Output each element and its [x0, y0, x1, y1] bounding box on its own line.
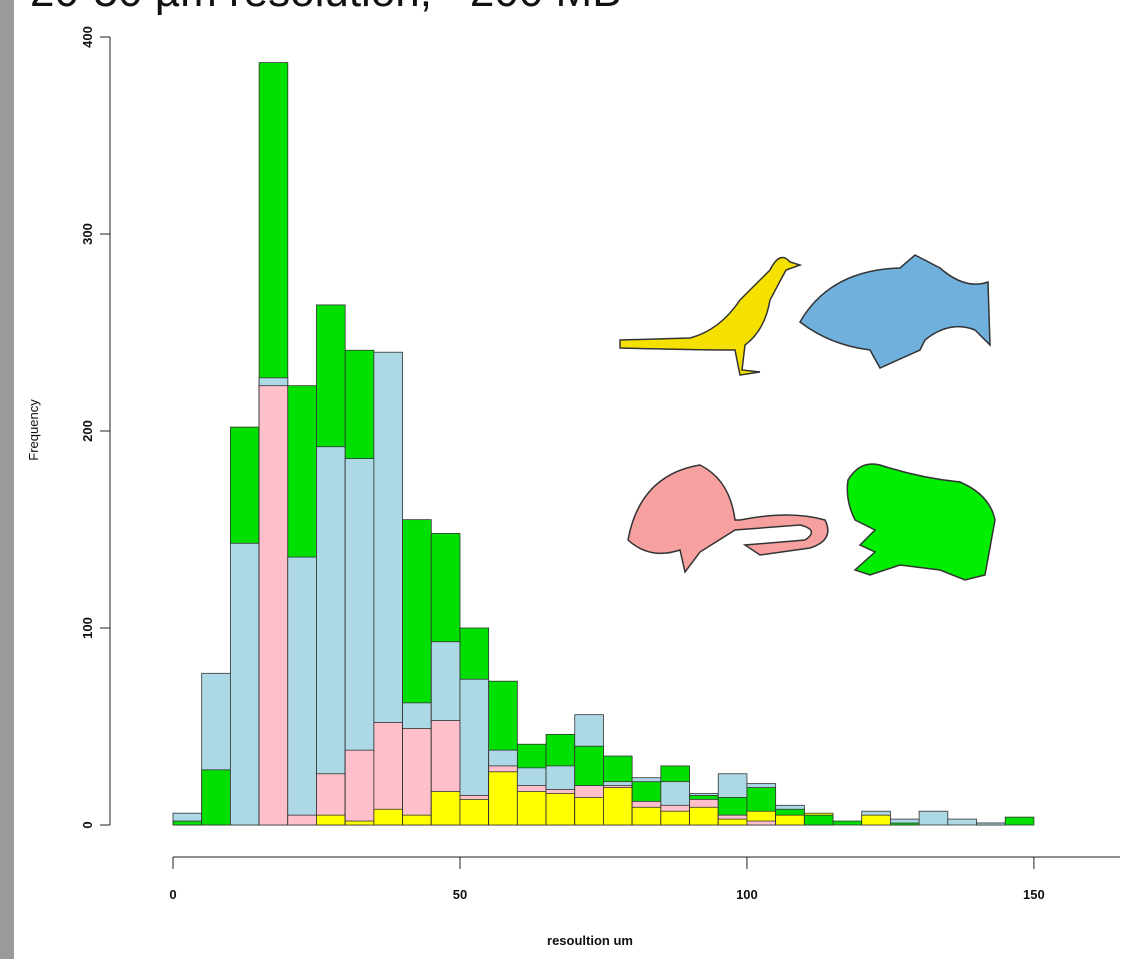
bar: [947, 818, 977, 826]
bar: [660, 810, 690, 826]
bar: [516, 791, 547, 826]
bar: [287, 814, 317, 826]
bar: [258, 385, 289, 826]
bar: [430, 791, 461, 826]
x-axis-label: resoultion um: [547, 933, 633, 948]
bar: [201, 769, 231, 826]
bar: [746, 820, 777, 826]
bar: [861, 814, 891, 826]
bar: [402, 728, 432, 826]
bar: [976, 822, 1006, 826]
bird-icon: [619, 256, 803, 376]
bar: [832, 820, 863, 826]
bar: [344, 820, 375, 826]
bar: [402, 814, 432, 826]
bar: [229, 542, 260, 826]
bar: [574, 797, 604, 826]
x-tick-label: 50: [453, 887, 467, 902]
fish-icon: [799, 254, 991, 369]
mouse-icon: [627, 464, 829, 574]
bar: [890, 822, 920, 826]
bars: [172, 62, 1035, 826]
x-tick-label: 0: [169, 887, 176, 902]
bar: [316, 446, 346, 826]
bar: [459, 798, 490, 826]
bar: [316, 814, 346, 826]
x-tick-label: 150: [1023, 887, 1045, 902]
y-axis-label: Frequency: [26, 399, 41, 461]
bar: [373, 808, 403, 826]
bar: [631, 806, 662, 826]
frog-icon: [846, 463, 996, 581]
y-tick-label: 200: [80, 420, 95, 442]
bar: [803, 814, 834, 826]
bar: [545, 793, 576, 826]
animal-icons: [619, 254, 996, 581]
y-tick-label: 0: [80, 821, 95, 828]
bar: [344, 749, 375, 826]
bar: [918, 810, 949, 826]
bar: [689, 806, 719, 826]
y-tick-label: 100: [80, 617, 95, 639]
bar: [775, 814, 805, 826]
bar: [287, 556, 317, 826]
bar: [488, 771, 518, 826]
y-tick-label: 300: [80, 223, 95, 245]
bar: [603, 787, 633, 826]
bar: [1004, 816, 1035, 826]
x-tick-label: 100: [736, 887, 758, 902]
bar: [717, 818, 748, 826]
bar: [172, 820, 203, 826]
y-tick-label: 400: [80, 26, 95, 48]
chart-title: 20-50 µm resolution, ~200 MB: [30, 0, 622, 16]
